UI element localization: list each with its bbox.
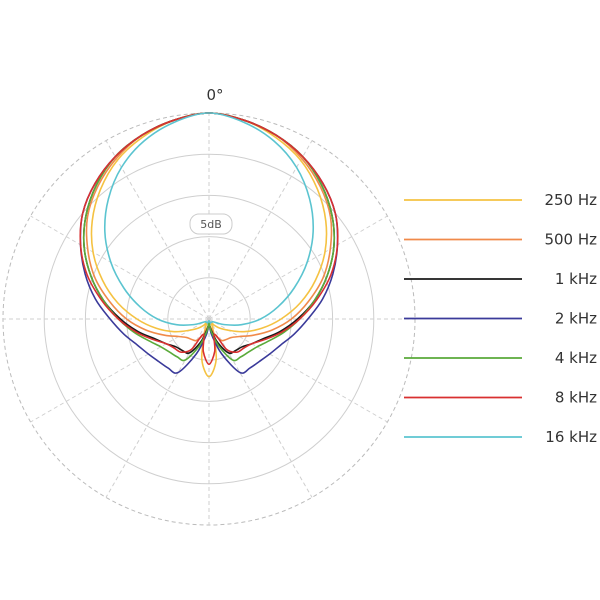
- polar-grid: [2, 112, 416, 526]
- legend-label-4-khz: 4 kHz: [555, 349, 597, 367]
- grid-spoke-300: [30, 215, 210, 320]
- legend-label-8-khz: 8 kHz: [555, 389, 597, 407]
- grid-spoke-210: [105, 318, 210, 498]
- grid-spoke-150: [208, 318, 313, 498]
- grid-spoke-120: [208, 318, 388, 423]
- series-line-250-hz: [90, 112, 328, 378]
- legend-label-500-hz: 500 Hz: [544, 231, 597, 249]
- legend: 250 Hz 500 Hz 1 kHz 2 kHz 4 kHz 8 kHz 16 kHz: [404, 191, 597, 446]
- grid-spoke-30: [208, 140, 313, 320]
- grid-spoke-240: [30, 318, 210, 423]
- grid-ring-3: [84, 194, 334, 444]
- series-line-16-khz: [103, 112, 315, 327]
- series-line-8-khz: [79, 112, 339, 366]
- response-curves: [79, 112, 339, 378]
- legend-label-16-khz: 16 kHz: [545, 428, 597, 446]
- grid-ring-1: [167, 277, 251, 361]
- ring-label-5db: 5dB: [200, 218, 222, 231]
- ring-label-box: [189, 213, 233, 235]
- grid-spoke-60: [208, 215, 388, 320]
- angle-label-0deg: 0°: [206, 86, 223, 104]
- series-line-4-khz: [82, 112, 336, 362]
- legend-label-250-hz: 250 Hz: [544, 191, 597, 209]
- legend-label-2-khz: 2 kHz: [555, 310, 597, 328]
- legend-label-1-khz: 1 kHz: [555, 270, 597, 288]
- grid-spoke-330: [105, 140, 210, 320]
